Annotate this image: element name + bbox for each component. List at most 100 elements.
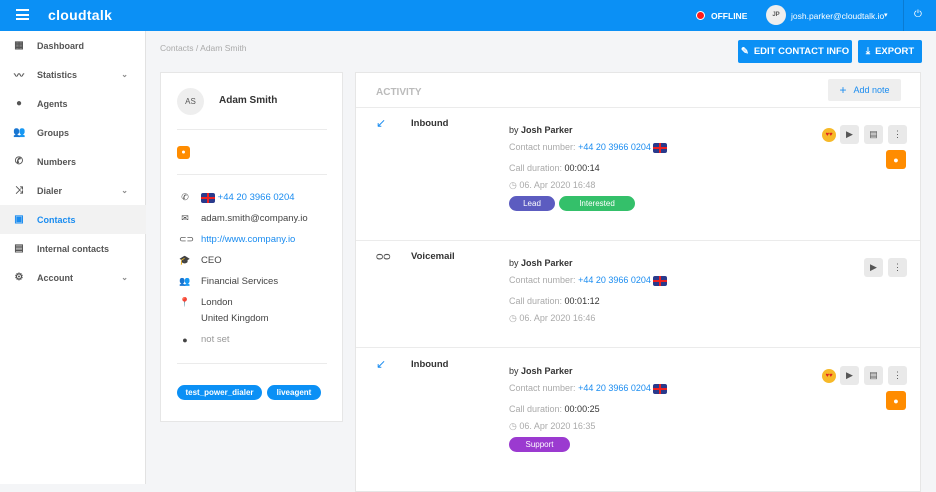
contacts-icon: ▣ (14, 214, 24, 225)
divider (356, 347, 920, 348)
voicemail-icon: ᴑᴑ (376, 249, 391, 263)
activity-tag[interactable]: Interested (559, 196, 635, 211)
sidebar-item-account[interactable]: ⚙ Account ⌄ (0, 263, 146, 292)
activity-card: ACTIVITY + Add note ↙ Inbound by Josh Par… (355, 72, 921, 492)
sidebar-item-label: Agents (37, 98, 68, 109)
call-duration: 00:00:14 (564, 163, 600, 173)
tag[interactable]: test_power_dialer (177, 385, 262, 400)
activity-type: Inbound (411, 118, 449, 129)
activity-entry: ↙ Inbound by Josh Parker Contact number:… (356, 108, 920, 241)
edit-contact-button[interactable]: ✎ EDIT CONTACT INFO (738, 40, 852, 63)
play-button[interactable]: ▶ (840, 366, 859, 385)
export-button[interactable]: ⤓ EXPORT (858, 40, 922, 63)
sidebar-item-agents[interactable]: ● Agents (0, 89, 146, 118)
clock-icon: ◷ (509, 180, 517, 190)
more-options-button[interactable]: ⋮ (888, 366, 907, 385)
user-menu[interactable]: josh.parker@cloudtalk.io (791, 11, 885, 21)
liveagent-icon[interactable]: ● (177, 146, 190, 159)
title-row: 🎓 CEO (179, 255, 222, 266)
top-bar: cloudtalk OFFLINE JP josh.parker@cloudta… (0, 0, 936, 31)
divider (177, 174, 327, 175)
activity-type: Inbound (411, 359, 449, 370)
uk-flag-icon (201, 192, 215, 203)
divider (356, 240, 920, 241)
play-button[interactable]: ▶ (864, 258, 883, 277)
liveagent-icon[interactable]: ● (886, 150, 906, 169)
uk-flag-icon (653, 383, 668, 394)
contact-card-icon: ▤ (14, 243, 24, 254)
clock-icon: ◷ (509, 313, 517, 323)
call-duration: 00:00:25 (564, 404, 600, 414)
contact-number-link[interactable]: +44 20 3966 0204 (578, 383, 651, 393)
emoji-heart-eyes-icon: ♥♥ (822, 128, 836, 142)
person-icon: ● (182, 334, 188, 345)
notes-button[interactable]: ▤ (864, 125, 883, 144)
divider (903, 0, 904, 31)
pencil-icon: ✎ (740, 46, 749, 57)
contact-avatar: AS (177, 88, 204, 115)
group-icon: 👥 (179, 276, 191, 286)
inbound-arrow-icon: ↙ (376, 116, 387, 130)
website-link[interactable]: http://www.company.io (201, 234, 296, 245)
owner-row: ● not set (179, 334, 229, 345)
avatar[interactable]: JP (766, 5, 786, 25)
contact-number-link[interactable]: +44 20 3966 0204 (578, 142, 651, 152)
download-icon: ⤓ (865, 46, 871, 57)
sidebar-item-label: Numbers (37, 156, 77, 167)
phone-icon: ✆ (14, 156, 24, 167)
sidebar-item-label: Internal contacts (37, 243, 110, 254)
sidebar-item-label: Account (37, 272, 73, 283)
chevron-down-icon: ⌄ (121, 70, 128, 79)
person-icon: ● (15, 98, 23, 109)
app-logo[interactable]: cloudtalk (48, 7, 113, 23)
activity-tag[interactable]: Lead (509, 196, 555, 211)
sidebar-item-label: Groups (37, 127, 70, 138)
shuffle-icon: ⤨ (15, 185, 23, 196)
divider (356, 107, 920, 108)
sidebar-item-numbers[interactable]: ✆ Numbers (0, 147, 146, 176)
contact-name: Adam Smith (219, 95, 278, 106)
contact-number-link[interactable]: +44 20 3966 0204 (578, 275, 651, 285)
agent-name: Josh Parker (521, 258, 573, 268)
phone-icon: ✆ (181, 192, 189, 202)
clock-icon: ◷ (509, 421, 517, 431)
emoji-heart-eyes-icon: ♥♥ (822, 369, 836, 383)
liveagent-icon[interactable]: ● (886, 391, 906, 410)
menu-icon[interactable] (16, 9, 29, 20)
sidebar-item-label: Contacts (37, 214, 76, 225)
inbound-arrow-icon: ↙ (376, 357, 387, 371)
status-dot-icon (696, 11, 705, 20)
sidebar-item-dashboard[interactable]: ▦ Dashboard (0, 31, 146, 60)
sidebar-item-groups[interactable]: 👥 Groups (0, 118, 146, 147)
status-toggle[interactable]: OFFLINE (711, 11, 748, 21)
activity-date: 06. Apr 2020 16:48 (519, 180, 596, 190)
sidebar-item-statistics[interactable]: 〰 Statistics ⌄ (0, 60, 146, 89)
sidebar-item-internal-contacts[interactable]: ▤ Internal contacts (0, 234, 146, 263)
activity-type: Voicemail (411, 251, 455, 262)
chevron-down-icon[interactable]: ▾ (884, 12, 888, 19)
play-button[interactable]: ▶ (840, 125, 859, 144)
sidebar: ▦ Dashboard 〰 Statistics ⌄ ● Agents 👥 Groups ✆ Num… (0, 31, 146, 484)
activity-entry: ᴑᴑ Voicemail by Josh Parker Contact numb… (356, 241, 920, 371)
sidebar-item-dialer[interactable]: ⤨ Dialer ⌄ (0, 176, 146, 205)
more-options-button[interactable]: ⋮ (888, 125, 907, 144)
add-note-button[interactable]: + Add note (828, 79, 901, 101)
phone-link[interactable]: +44 20 3966 0204 (217, 192, 295, 203)
activity-tag[interactable]: Support (509, 437, 570, 452)
power-icon[interactable]: ⏻ (914, 9, 922, 20)
notes-button[interactable]: ▤ (864, 366, 883, 385)
breadcrumb: Contacts / Adam Smith (160, 43, 247, 53)
location-pin-icon: 📍 (179, 297, 191, 307)
group-icon: 👥 (13, 127, 26, 138)
trending-icon: 〰 (14, 71, 24, 82)
dashboard-icon: ▦ (14, 40, 24, 51)
more-options-button[interactable]: ⋮ (888, 258, 907, 277)
website-row: ⊂⊃ http://www.company.io (179, 234, 295, 245)
call-duration: 00:01:12 (564, 296, 600, 306)
contact-card: AS Adam Smith ● ✆ +44 20 3966 0204 ✉ adam… (160, 72, 343, 422)
chevron-down-icon: ⌄ (121, 273, 128, 282)
tag[interactable]: liveagent (267, 385, 321, 400)
plus-icon: + (839, 83, 847, 97)
sidebar-item-contacts[interactable]: ▣ Contacts (0, 205, 146, 234)
sidebar-item-label: Statistics (37, 69, 78, 80)
